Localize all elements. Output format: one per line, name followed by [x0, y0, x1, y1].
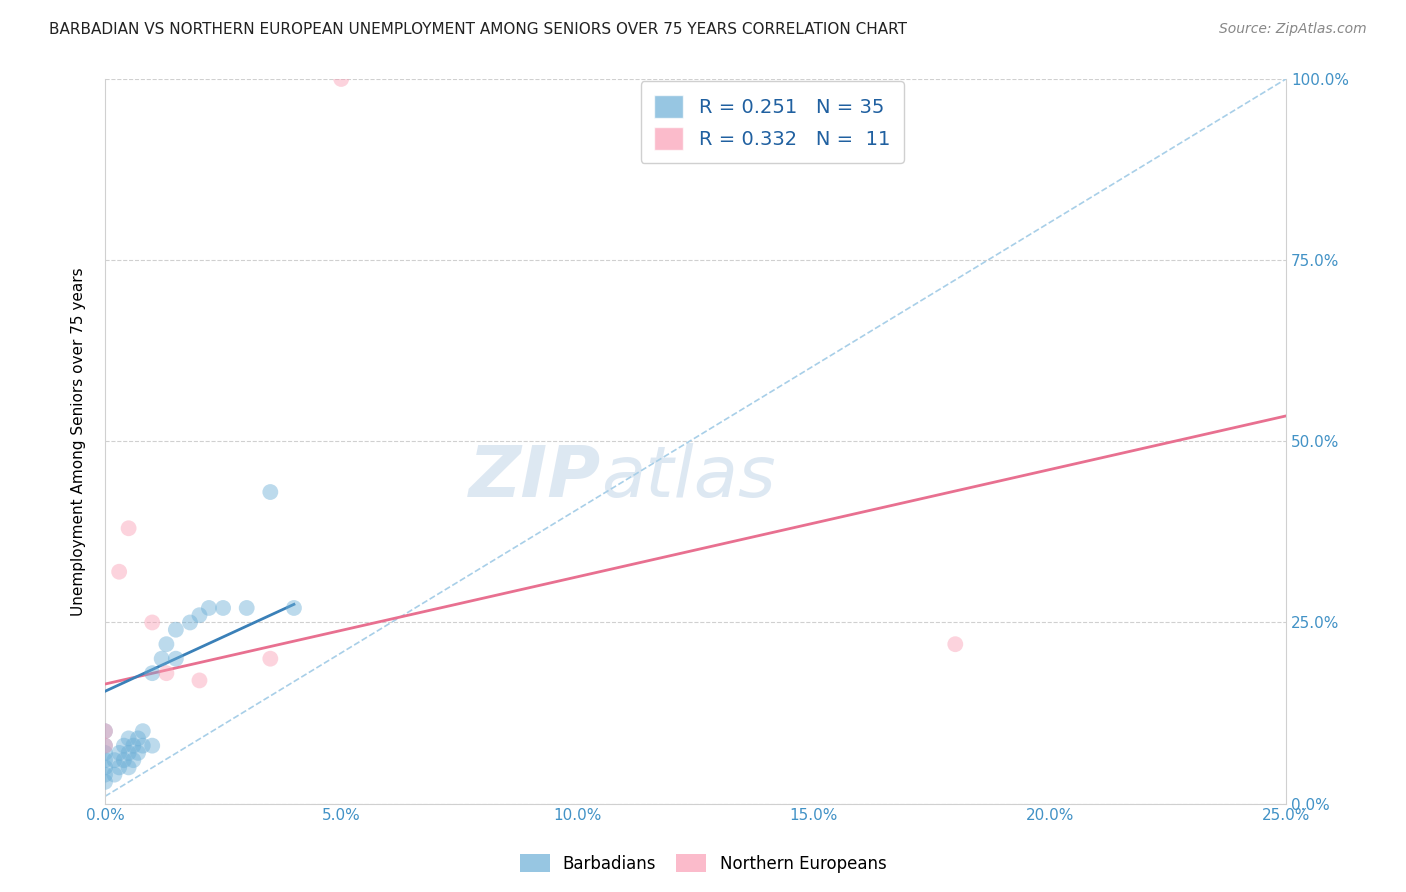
- Point: [155, 666, 177, 681]
- Point: [155, 637, 177, 651]
- Point: [330, 72, 353, 87]
- Point: [141, 615, 163, 630]
- Point: [122, 753, 145, 767]
- Point: [94, 746, 117, 760]
- Point: [259, 651, 281, 665]
- Point: [141, 666, 163, 681]
- Point: [127, 746, 149, 760]
- Point: [112, 753, 135, 767]
- Point: [188, 673, 211, 688]
- Point: [103, 753, 125, 767]
- Point: [112, 739, 135, 753]
- Point: [132, 739, 155, 753]
- Point: [108, 746, 131, 760]
- Point: [127, 731, 149, 746]
- Point: [188, 608, 211, 623]
- Point: [117, 731, 139, 746]
- Point: [94, 767, 117, 781]
- Point: [108, 760, 131, 774]
- Text: ZIP: ZIP: [468, 443, 600, 512]
- Point: [103, 767, 125, 781]
- Point: [122, 739, 145, 753]
- Text: atlas: atlas: [600, 443, 776, 512]
- Point: [94, 739, 117, 753]
- Legend: Barbadians, Northern Europeans: Barbadians, Northern Europeans: [513, 847, 893, 880]
- Point: [94, 753, 117, 767]
- Point: [943, 637, 966, 651]
- Point: [117, 760, 139, 774]
- Point: [179, 615, 201, 630]
- Legend: R = 0.251   N = 35, R = 0.332   N =  11: R = 0.251 N = 35, R = 0.332 N = 11: [641, 81, 904, 163]
- Point: [141, 739, 163, 753]
- Y-axis label: Unemployment Among Seniors over 75 years: Unemployment Among Seniors over 75 years: [72, 267, 86, 615]
- Text: Source: ZipAtlas.com: Source: ZipAtlas.com: [1219, 22, 1367, 37]
- Point: [117, 746, 139, 760]
- Text: BARBADIAN VS NORTHERN EUROPEAN UNEMPLOYMENT AMONG SENIORS OVER 75 YEARS CORRELAT: BARBADIAN VS NORTHERN EUROPEAN UNEMPLOYM…: [49, 22, 907, 37]
- Point: [94, 724, 117, 739]
- Point: [94, 724, 117, 739]
- Point: [283, 601, 305, 615]
- Point: [212, 601, 235, 615]
- Point: [132, 724, 155, 739]
- Point: [94, 760, 117, 774]
- Point: [150, 651, 173, 665]
- Point: [259, 485, 281, 500]
- Point: [165, 623, 187, 637]
- Point: [94, 775, 117, 789]
- Point: [235, 601, 257, 615]
- Point: [117, 521, 139, 535]
- Point: [94, 739, 117, 753]
- Point: [165, 651, 187, 665]
- Point: [198, 601, 221, 615]
- Point: [108, 565, 131, 579]
